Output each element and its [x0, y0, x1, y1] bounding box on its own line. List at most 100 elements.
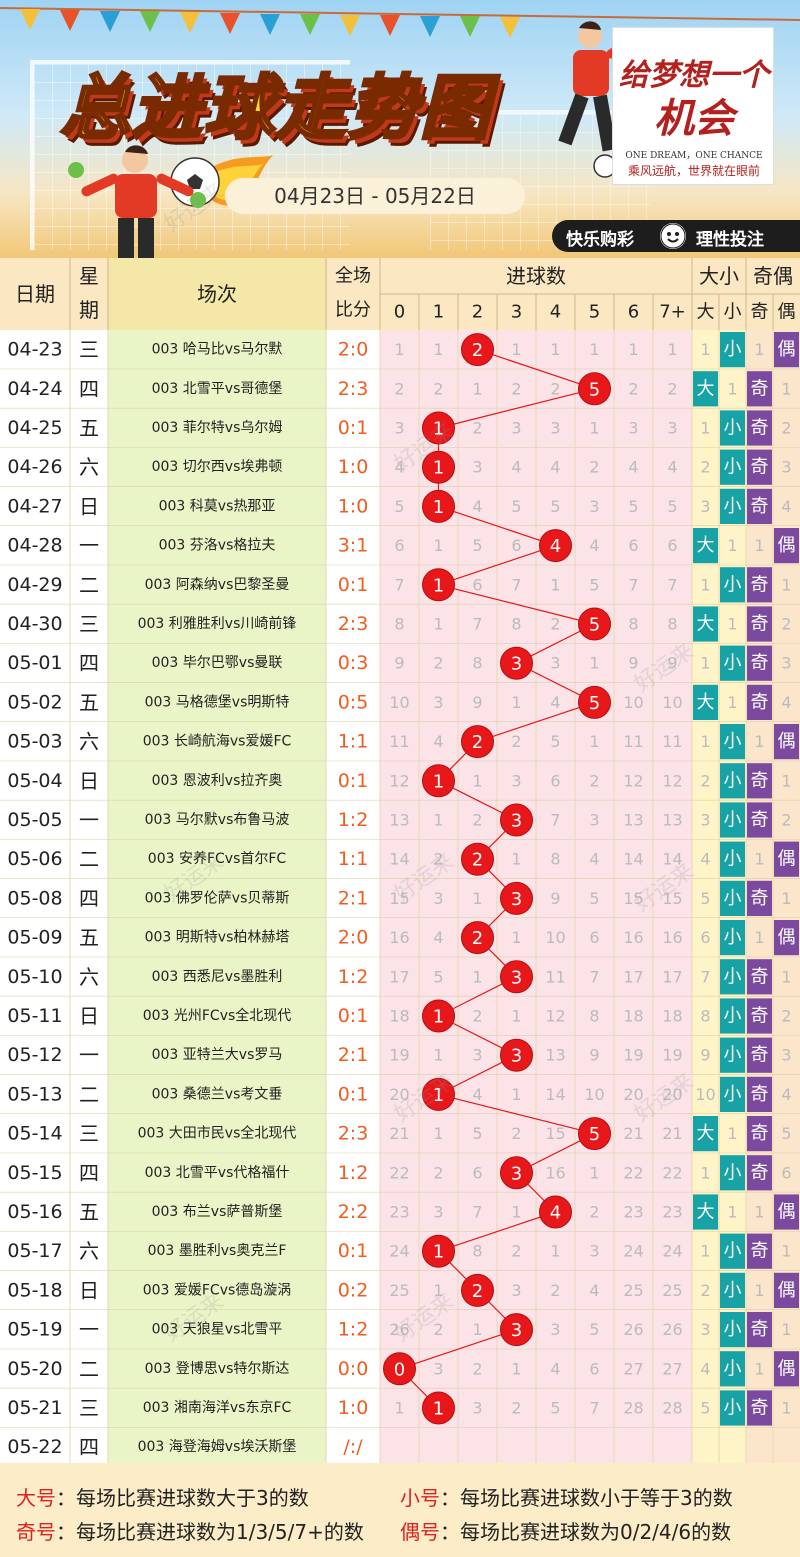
goal-ball-label: 2	[472, 732, 483, 753]
row-bg	[0, 1192, 108, 1232]
legend-small-text: ：每场比赛进球数小于等于3的数	[440, 1486, 733, 1510]
header-oddeven-col: 奇	[751, 302, 769, 323]
score-cell: 1:1	[338, 848, 369, 870]
header-oddeven-group: 奇偶	[753, 264, 793, 288]
weekday-cell: 五	[79, 690, 99, 714]
bigsmall-omission: 7	[700, 967, 710, 986]
oddeven-omission: 1	[781, 1320, 791, 1339]
weekday-cell: 一	[79, 1318, 99, 1342]
omission-cell: 19	[389, 1046, 409, 1065]
oddeven-omission: 5	[781, 1124, 791, 1143]
omission-cell: 6	[472, 575, 482, 594]
goal-ball	[578, 607, 611, 641]
oddeven-omission: 2	[781, 1007, 791, 1026]
omission-cell: 3	[511, 1281, 521, 1300]
omission-cell: 1	[433, 536, 443, 555]
weekday-cell: 一	[79, 808, 99, 832]
omission-cell: 2	[433, 850, 443, 869]
bigsmall-mark-label: 小	[724, 574, 742, 595]
oddeven-mark-label: 奇	[751, 1162, 769, 1183]
oddeven-mark	[747, 606, 772, 642]
omission-cell: 6	[550, 771, 560, 790]
omission-cell: 2	[511, 1242, 521, 1261]
oddeven-mark	[774, 528, 799, 564]
omission-cell: 3	[589, 811, 599, 830]
omission-cell: 3	[589, 1242, 599, 1261]
omission-cell: 5	[472, 1124, 482, 1143]
omission-cell: 8	[550, 850, 560, 869]
omission-cell: 1	[433, 811, 443, 830]
bigsmall-omission: 1	[700, 575, 710, 594]
oddeven-mark	[747, 1155, 772, 1191]
match-cell-bg	[108, 1192, 326, 1232]
bigsmall-mark-label: 小	[724, 966, 742, 987]
goal-ball-label: 1	[433, 419, 444, 440]
legend-even: 偶号：每场比赛进球数为0/2/4/6的数	[400, 1516, 731, 1545]
omission-cell: 3	[472, 458, 482, 477]
match-cell-bg	[108, 682, 326, 722]
oddeven-mark	[747, 1116, 772, 1152]
match-cell: 003 芬洛vs格拉夫	[159, 538, 276, 554]
weekday-cell: 二	[79, 1082, 99, 1106]
goal-ball-label: 1	[433, 458, 444, 479]
bigsmall-omission: 1	[727, 1203, 737, 1222]
oddeven-mark	[747, 1076, 772, 1112]
weekday-cell: 三	[79, 612, 99, 636]
oddeven-mark-label: 偶	[778, 1358, 796, 1379]
oddeven-mark	[747, 371, 772, 407]
row-bg	[0, 330, 108, 370]
omission-cell: 1	[433, 1281, 443, 1300]
bigsmall-omission: 1	[727, 693, 737, 712]
omission-cell: 2	[589, 1203, 599, 1222]
bigsmall-mark-label: 大	[697, 535, 715, 556]
date-cell: 05-14	[7, 1123, 62, 1145]
omission-cell: 23	[623, 1203, 643, 1222]
omission-cell: 25	[389, 1281, 409, 1300]
bigsmall-omission: 1	[700, 1242, 710, 1261]
omission-cell: 3	[667, 419, 677, 438]
weekday-cell: 六	[79, 455, 99, 479]
match-cell: 003 菲尔特vs乌尔姆	[152, 420, 283, 436]
omission-cell: 5	[589, 1320, 599, 1339]
match-cell: 003 恩波利vs拉齐奥	[152, 772, 283, 789]
bigsmall-mark	[693, 684, 718, 720]
oddeven-mark-label: 奇	[751, 692, 769, 713]
omission-cell: 8	[511, 615, 521, 634]
bigsmall-mark-label: 小	[724, 888, 742, 909]
row-bg	[0, 1035, 108, 1075]
omission-cell: 3	[394, 419, 404, 438]
date-cell: 04-24	[7, 378, 62, 400]
row-bg	[0, 878, 108, 918]
bigsmall-mark-label: 小	[724, 1280, 742, 1301]
oddeven-omission: 1	[754, 536, 764, 555]
match-cell-bg	[108, 839, 326, 879]
oddeven-mark	[747, 567, 772, 603]
oddeven-mark-label: 奇	[751, 418, 769, 439]
omission-cell: 14	[662, 850, 682, 869]
score-cell-bg	[326, 369, 380, 409]
header-banner: 总进球走势图 04月23日 - 05月22日 给梦想一个 机会 ONE DREA…	[0, 0, 800, 258]
omission-cell: 10	[623, 693, 643, 712]
omission-cell: 4	[589, 1281, 599, 1300]
weekday-cell: 六	[79, 1239, 99, 1263]
omission-cell: 2	[511, 1399, 521, 1418]
bigsmall-mark-label: 小	[724, 1045, 742, 1066]
goal-ball-label: 1	[433, 1085, 444, 1106]
header-weekday-2: 期	[79, 298, 99, 322]
date-cell: 05-22	[7, 1436, 62, 1458]
striker-illustration	[558, 21, 632, 178]
row-bg	[0, 408, 108, 448]
omission-cell: 10	[584, 1085, 604, 1104]
oddeven-omission: 1	[781, 1399, 791, 1418]
bigsmall-mark	[720, 1351, 745, 1387]
omission-cell: 7	[394, 575, 404, 594]
match-cell-bg	[108, 330, 326, 370]
bigsmall-mark	[720, 1155, 745, 1191]
oddeven-mark	[774, 841, 799, 877]
bigsmall-omission: 4	[700, 1359, 710, 1378]
row-bg	[0, 996, 108, 1036]
score-cell-bg	[326, 957, 380, 997]
bigsmall-mark	[720, 1272, 745, 1308]
weekday-cell: 二	[79, 1357, 99, 1381]
omission-cell: 7	[550, 811, 560, 830]
